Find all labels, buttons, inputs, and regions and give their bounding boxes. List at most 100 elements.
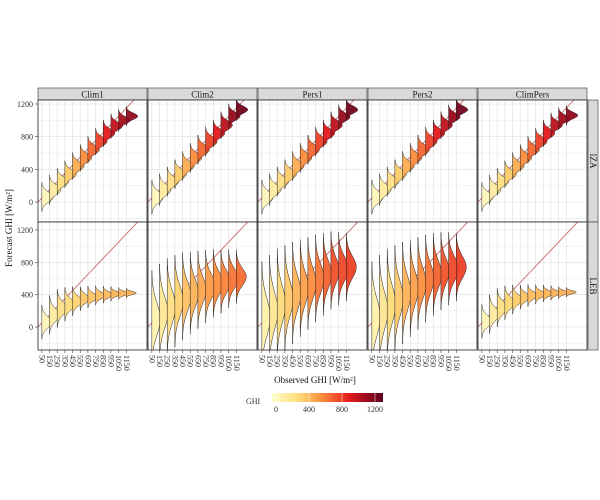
x-tick-label: 150 [375,355,384,367]
x-tick-label: 450 [178,355,187,367]
ridge-550 [299,142,312,173]
ridge-750 [535,127,548,156]
y-axis-title: Forecast GHI [W/m²] [4,189,14,267]
legend: GHI 0 400 800 1200 [246,393,383,414]
panel-leb-clim2 [148,222,257,350]
x-tick-label: 750 [311,355,320,367]
y-tick-label: 1200 [17,226,33,235]
ridge-1150 [456,232,467,302]
ridge-1150 [346,100,359,122]
x-tick-label: 450 [288,355,297,367]
ridge-1150 [236,100,249,122]
ridge-950 [440,111,453,139]
x-tick-label: 550 [76,355,85,367]
x-axis-title: Observed GHI [W/m²] [274,375,356,385]
ridge-150 [49,174,62,205]
ridge-450 [402,151,415,182]
ridge-350 [64,160,77,188]
ridge-750 [425,126,438,157]
x-tick-label: 150 [45,355,54,367]
x-tick-label: 1050 [444,355,453,371]
ridge-950 [550,112,563,138]
ridge-1150 [566,105,579,126]
x-tick-label: 650 [193,355,202,367]
legend-title: GHI [246,397,261,406]
ridge-150 [489,174,502,205]
x-tick-label: 250 [53,355,62,367]
x-tick-label: 850 [319,355,328,367]
x-tick-label: 950 [216,355,225,367]
x-tick-label: 650 [83,355,92,367]
x-tick-label: 50 [147,355,156,363]
panel-border [257,221,368,351]
ridge-450 [512,152,525,180]
ridge-550 [519,144,532,172]
legend-label: 1200 [367,405,383,414]
ridge-750 [315,126,328,157]
facet-grid: Clim1 Clim2 Pers1 Pers2 ClimPers IZA 0 400 800 12… [17,87,599,371]
x-tick-label: 50 [37,355,46,363]
y-tick-label: 1200 [17,100,33,109]
ridge-150 [269,173,282,207]
reference-line [38,222,139,328]
x-tick-label: 350 [170,355,179,367]
ridge-1150 [456,100,469,122]
ridge-350 [504,160,517,188]
ridge-850 [542,119,556,148]
panel-iza-clim1 [38,100,147,222]
panel-background [478,222,587,350]
facet-label-pers2: Pers2 [413,90,433,100]
ridge-650 [417,134,430,165]
y-tick-label: 800 [21,258,33,267]
x-tick-label: 750 [421,355,430,367]
facet-label-clim1: Clim1 [81,90,104,100]
x-tick-label: 1150 [232,355,241,371]
y-tick-label: 0 [29,198,33,207]
x-tick-label: 1050 [334,355,343,371]
x-tick-label: 650 [303,355,312,367]
x-tick-label: 550 [296,355,305,367]
panel-iza-pers2 [368,100,477,222]
y-tick-label: 800 [21,133,33,142]
panel-leb-pers1 [258,222,367,350]
x-tick-label: 1050 [224,355,233,371]
x-tick-label: 1150 [342,355,351,371]
ridge-1050 [338,104,351,130]
panel-background [148,100,257,222]
x-tick-label: 850 [539,355,548,367]
ridge-1150 [126,287,137,299]
ridge-450 [292,151,305,182]
ridge-850 [212,119,226,148]
ridge-350 [284,159,297,190]
facet-label-climpers: ClimPers [516,90,550,100]
panel-leb-pers2 [368,222,477,350]
panel-border [367,221,478,351]
x-tick-label: 150 [155,355,164,367]
x-tick-label: 650 [413,355,422,367]
panel-background [368,100,477,222]
panel-border [37,221,148,351]
x-tick-label: 150 [485,355,494,367]
legend-label: 400 [303,405,315,414]
ridge-250 [56,167,69,196]
ridge-750 [205,126,218,157]
ridge-650 [87,135,100,164]
panel-background [258,100,367,222]
x-tick-label: 850 [99,355,108,367]
row-strip [587,221,599,351]
x-tick-label: 350 [390,355,399,367]
facet-label-clim2: Clim2 [191,90,214,100]
panel-iza-climpers [478,100,587,222]
panel-border [147,221,258,351]
x-tick-label: 550 [406,355,415,367]
ridge-1150 [126,106,139,127]
x-tick-label: 50 [367,355,376,363]
x-tick-label: 150 [265,355,274,367]
x-tick-label: 50 [257,355,266,363]
x-tick-label: 950 [106,355,115,367]
x-tick-label: 750 [201,355,210,367]
facet-label-pers1: Pers1 [303,90,323,100]
ridge-550 [189,142,202,173]
x-tick-label: 350 [280,355,289,367]
